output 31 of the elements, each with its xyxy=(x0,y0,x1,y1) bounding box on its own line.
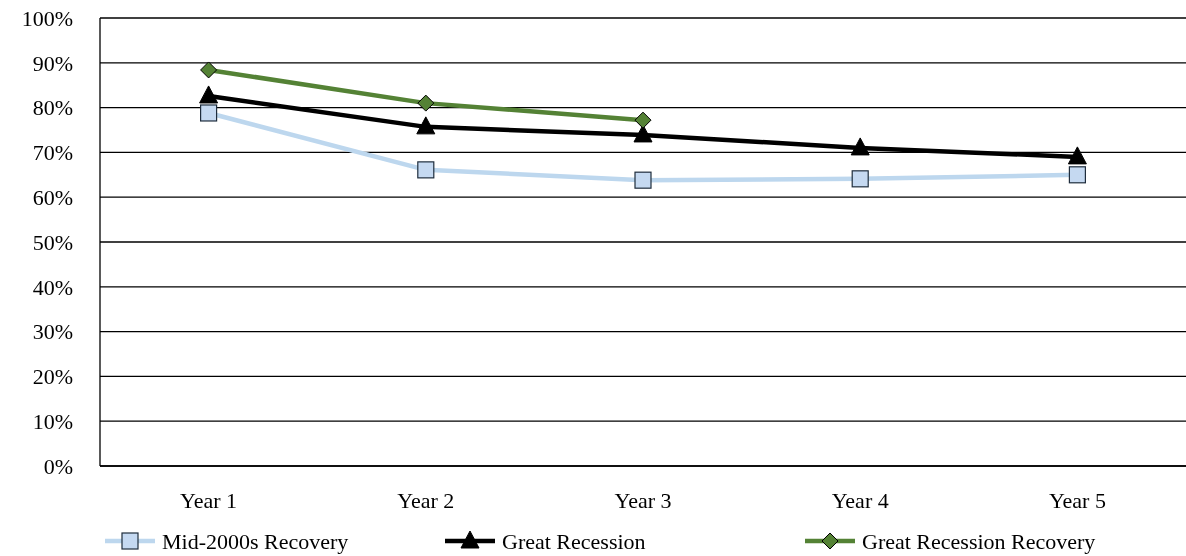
point xyxy=(199,85,219,104)
point xyxy=(850,137,870,156)
legend-label: Great Recession Recovery xyxy=(862,528,1096,554)
point xyxy=(417,94,435,112)
y-tick-label: 0% xyxy=(43,453,73,479)
point xyxy=(416,116,436,135)
y-tick-label: 80% xyxy=(32,95,73,121)
y-tick-label: 90% xyxy=(32,50,73,76)
y-tick-label: 10% xyxy=(32,408,73,434)
x-tick-label: Year 1 xyxy=(180,488,238,513)
y-tick-label: 70% xyxy=(32,140,73,166)
x-tick-label: Year 3 xyxy=(614,488,672,513)
point xyxy=(851,170,869,188)
legend-label: Mid-2000s Recovery xyxy=(162,528,349,554)
point xyxy=(634,171,652,189)
y-tick-label: 50% xyxy=(32,229,73,255)
legend-label: Great Recession xyxy=(502,528,646,554)
x-tick-label: Year 4 xyxy=(831,488,889,513)
y-tick-label: 40% xyxy=(32,274,73,300)
y-tick-label: 100% xyxy=(21,5,73,31)
x-tick-label: Year 2 xyxy=(397,488,455,513)
point xyxy=(200,104,218,122)
point xyxy=(200,61,218,79)
point xyxy=(634,111,652,129)
point xyxy=(1068,166,1086,184)
x-tick-label: Year 5 xyxy=(1048,488,1106,513)
point xyxy=(1067,146,1087,165)
y-tick-label: 20% xyxy=(32,364,73,390)
y-tick-label: 60% xyxy=(32,184,73,210)
y-tick-label: 30% xyxy=(32,319,73,345)
point xyxy=(417,161,435,179)
